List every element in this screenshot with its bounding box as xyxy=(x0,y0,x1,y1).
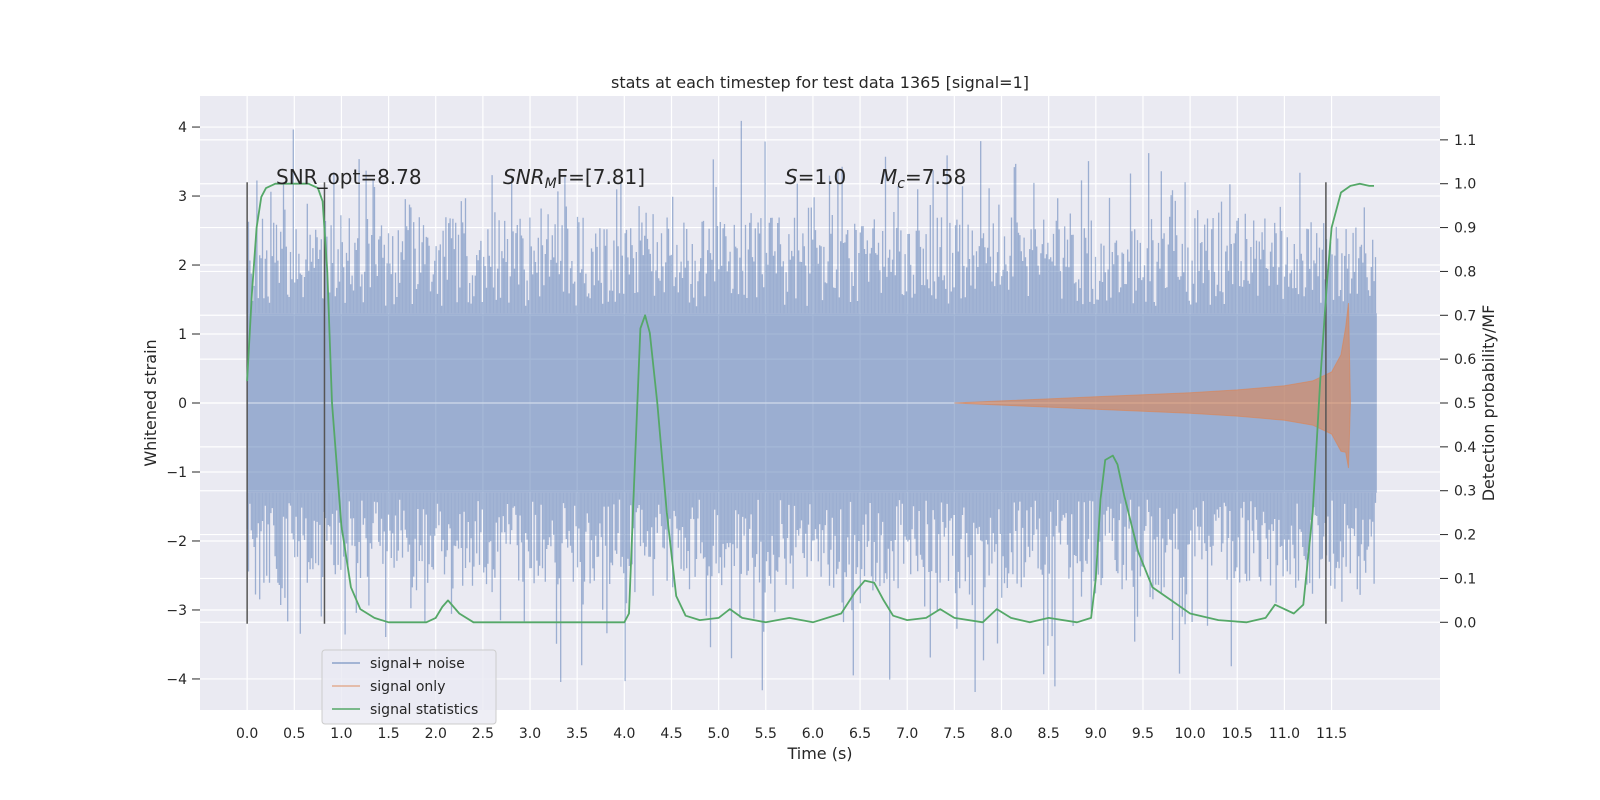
annotation-mc: Mc=7.58 xyxy=(880,165,966,192)
x-tick-label: 8.0 xyxy=(990,726,1012,742)
x-tick-label: 11.0 xyxy=(1269,726,1300,742)
x-tick-label: 3.0 xyxy=(519,726,541,742)
right-y-tick-label: 0.2 xyxy=(1454,528,1476,544)
snr-mf-rest: F=[7.81] xyxy=(557,165,645,189)
x-tick-label: 1.0 xyxy=(330,726,352,742)
x-tick-label: 0.5 xyxy=(283,726,305,742)
y-tick-label: 4 xyxy=(178,120,187,136)
y-tick-label: 3 xyxy=(178,189,187,205)
mc-rest: =7.58 xyxy=(905,165,966,189)
y-tick-label: −3 xyxy=(166,603,187,619)
x-tick-label: 2.5 xyxy=(472,726,494,742)
x-tick-label: 6.5 xyxy=(849,726,871,742)
x-tick-label: 7.0 xyxy=(896,726,918,742)
signal-statistics-line xyxy=(246,182,1374,624)
x-axis-label: Time (s) xyxy=(786,744,852,763)
y-tick-label: −1 xyxy=(166,465,187,481)
x-tick-label: 3.5 xyxy=(566,726,588,742)
legend-label-signal-noise: signal+ noise xyxy=(370,656,465,672)
snr-mf-main: SNR xyxy=(503,165,545,189)
y-tick-label: 1 xyxy=(178,327,187,343)
x-tick-label: 5.5 xyxy=(755,726,777,742)
right-y-axis-label: Detection probability/MF xyxy=(1479,305,1498,502)
x-tick-label: 8.5 xyxy=(1038,726,1060,742)
y-axis-label: Whitened strain xyxy=(141,339,160,466)
y-tick-label: −2 xyxy=(166,534,187,550)
series-signal-statistics xyxy=(246,182,1374,624)
s-rest: =1.0 xyxy=(798,165,847,189)
x-tick-label: 2.0 xyxy=(425,726,447,742)
legend-label-signal-only: signal only xyxy=(370,679,445,695)
x-tick-label: 9.0 xyxy=(1085,726,1107,742)
x-tick-label: 6.0 xyxy=(802,726,824,742)
x-tick-label: 11.5 xyxy=(1316,726,1347,742)
y-tick-label: 0 xyxy=(178,396,187,412)
series-signal-only xyxy=(954,302,1351,469)
right-y-tick-label: 0.8 xyxy=(1454,264,1476,280)
annotation-s: S=1.0 xyxy=(785,165,846,189)
snr-mf-sub: M xyxy=(545,176,557,192)
right-y-tick-label: 0.3 xyxy=(1454,484,1476,500)
right-y-tick-label: 0.9 xyxy=(1454,221,1476,237)
right-y-tick-label: 1.1 xyxy=(1454,133,1476,149)
x-tick-label: 0.0 xyxy=(236,726,258,742)
x-tick-label: 4.5 xyxy=(660,726,682,742)
x-tick-label: 9.5 xyxy=(1132,726,1154,742)
tick-labels: 0.0 0.5 1.0 1.5 2.0 2.5 3.0 3.5 4.0 4.5 5.0 5.5 6.0 6… xyxy=(166,120,1476,742)
chart-title: stats at each timestep for test data 136… xyxy=(611,73,1029,92)
mc-sub: c xyxy=(897,176,905,192)
right-y-tick-label: 0.7 xyxy=(1454,308,1476,324)
right-y-tick-label: 0.5 xyxy=(1454,396,1476,412)
legend: signal+ noise signal only signal statist… xyxy=(321,649,497,725)
right-y-tick-label: 1.0 xyxy=(1454,177,1476,193)
x-tick-label: 10.5 xyxy=(1222,726,1253,742)
vertical-markers xyxy=(246,182,1327,624)
y-tick-label: −4 xyxy=(166,672,187,688)
legend-box xyxy=(321,649,497,725)
signal-only-envelope xyxy=(954,302,1351,469)
legend-label-signal-statistics: signal statistics xyxy=(370,702,478,718)
right-y-tick-label: 0.0 xyxy=(1454,615,1476,631)
right-y-tick-label: 0.6 xyxy=(1454,352,1476,368)
annotations: SNR_opt=8.78 SNRMF=[7.81] S=1.0 Mc=7.58 xyxy=(276,165,966,192)
y-tick-label: 2 xyxy=(178,258,187,274)
s-main: S xyxy=(785,165,798,189)
x-tick-label: 10.0 xyxy=(1175,726,1206,742)
annotation-snr-mf: SNRMF=[7.81] xyxy=(503,165,645,192)
x-tick-label: 4.0 xyxy=(613,726,635,742)
annotation-snr-opt: SNR_opt=8.78 xyxy=(276,165,422,189)
right-y-tick-label: 0.4 xyxy=(1454,440,1476,456)
x-tick-label: 7.5 xyxy=(943,726,965,742)
right-y-tick-label: 0.1 xyxy=(1454,571,1476,587)
x-tick-label: 1.5 xyxy=(377,726,399,742)
x-tick-label: 5.0 xyxy=(707,726,729,742)
mc-main: M xyxy=(880,165,897,189)
